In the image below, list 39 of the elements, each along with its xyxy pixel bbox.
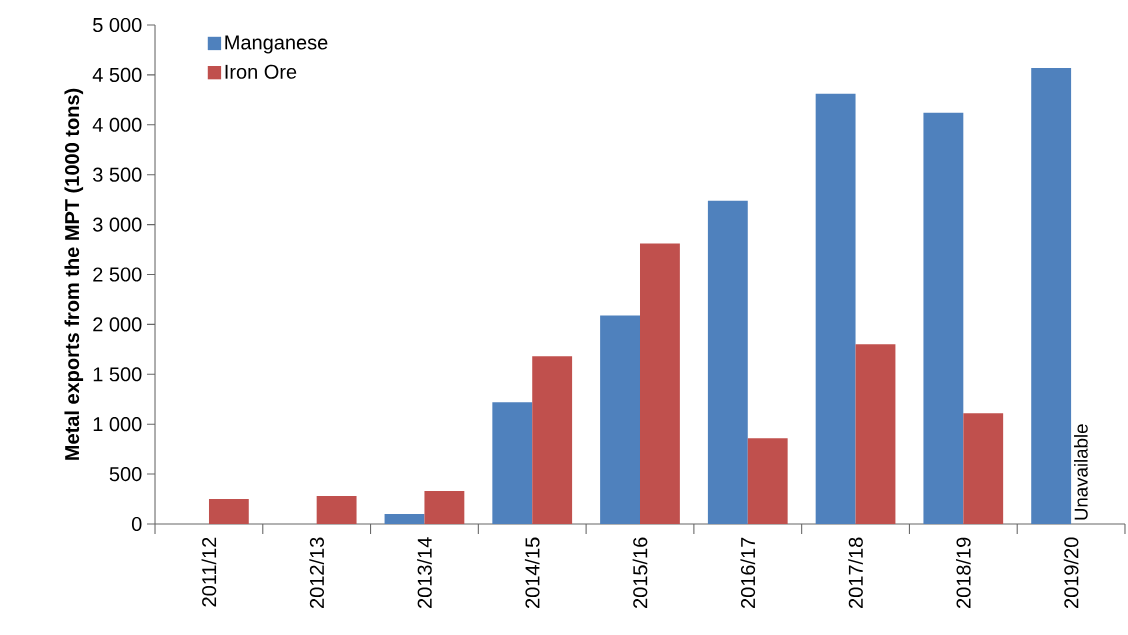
y-tick-label: 2 000 <box>93 317 142 332</box>
x-tick-label: 2011/12 <box>201 537 217 607</box>
bar <box>640 243 680 524</box>
bar <box>815 93 856 524</box>
y-tick-label: 4 500 <box>92 67 142 82</box>
bar <box>1031 67 1072 524</box>
bar <box>707 200 748 524</box>
y-tick-label: 0 <box>131 516 142 532</box>
annotation: Unavailable <box>1074 424 1088 520</box>
bar <box>963 413 1004 524</box>
x-tick-label: 2018/19 <box>955 537 971 608</box>
bar <box>208 499 249 524</box>
y-tick-label: 4 000 <box>92 117 142 132</box>
y-tick-label: 500 <box>109 467 142 482</box>
bar <box>855 344 896 524</box>
bar <box>316 496 357 524</box>
x-tick-label: 2013/14 <box>417 537 432 608</box>
x-tick-label: 2014/15 <box>524 537 540 608</box>
bar <box>747 438 788 524</box>
x-tick-label: 2017/18 <box>848 537 863 608</box>
y-tick-label: 3 000 <box>93 217 142 232</box>
legend-label: Iron Ore <box>225 64 297 79</box>
bar <box>492 402 533 524</box>
y-tick-label: 2 500 <box>93 267 142 282</box>
bar <box>424 491 465 524</box>
y-tick-label: 3 500 <box>93 167 142 182</box>
bar <box>923 112 964 524</box>
y-tick-label: 1 000 <box>93 417 142 432</box>
x-tick-label: 2015/16 <box>632 537 648 608</box>
legend-label: Manganese <box>225 35 328 54</box>
y-tick-label: 1 500 <box>93 367 142 382</box>
bar <box>384 514 425 524</box>
bar <box>532 356 573 524</box>
y-tick-label: 5 000 <box>93 17 142 33</box>
x-tick-label: 2012/13 <box>309 537 325 608</box>
x-tick-label: 2016/17 <box>740 537 756 608</box>
x-tick-label: 2019/20 <box>1063 537 1079 608</box>
bar <box>600 315 640 524</box>
y-axis-title: Metal exports from the MPT (1000 tons) <box>64 88 84 460</box>
